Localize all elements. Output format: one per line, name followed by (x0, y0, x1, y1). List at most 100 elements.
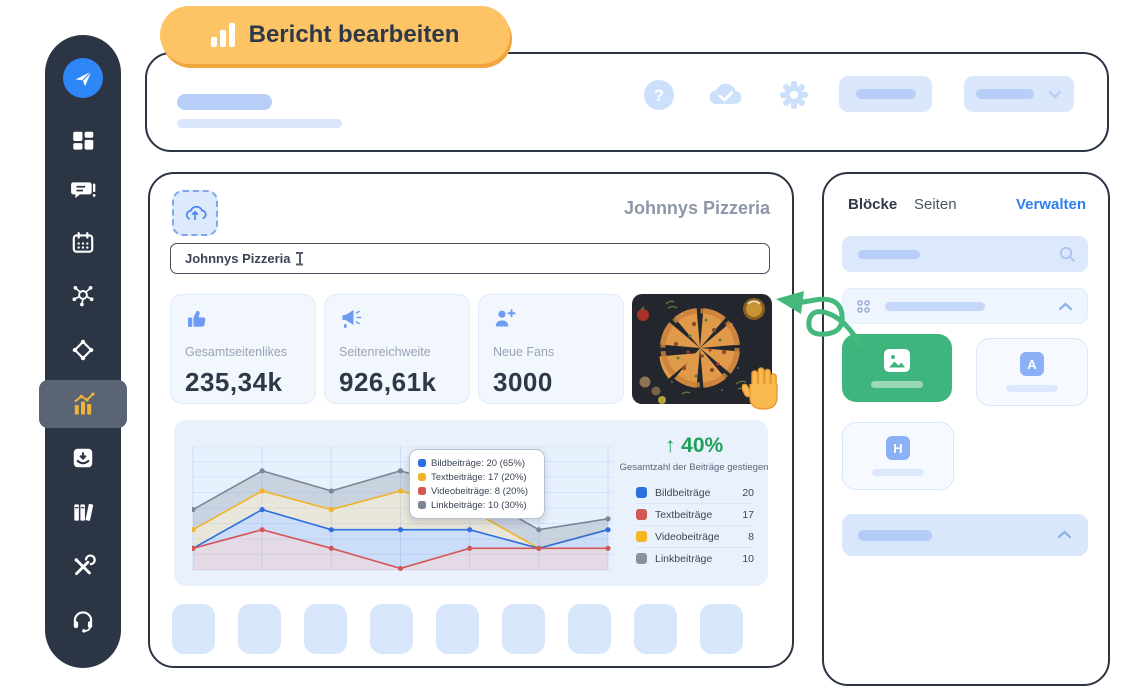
block-group-header[interactable] (842, 288, 1088, 324)
cloud-upload-icon (185, 205, 207, 220)
dropdown-label-placeholder (976, 89, 1034, 99)
heading-block-icon: H (886, 436, 910, 460)
sidebar-item-calendar[interactable] (45, 219, 121, 267)
tools-icon (74, 554, 96, 575)
search-icon (1059, 246, 1075, 262)
thumbnail-placeholder[interactable] (238, 604, 281, 654)
user-plus-icon (495, 309, 516, 327)
sidebar-item-analytics[interactable] (45, 380, 121, 428)
image-block-icon (884, 348, 910, 372)
sidebar-item-tools[interactable] (45, 542, 121, 590)
app-top-bar: ? (145, 52, 1109, 152)
report-canvas: Johnnys Pizzeria Johnnys Pizzeria Gesamt… (148, 172, 794, 668)
legend-row: Linkbeiträge 10 (636, 548, 754, 569)
stat-card-likes[interactable]: Gesamtseitenlikes 235,34k (170, 294, 316, 404)
sidebar-item-comments[interactable] (45, 166, 121, 214)
edit-report-badge: Bericht bearbeiten (160, 6, 510, 64)
megaphone-icon (342, 310, 362, 328)
sidebar-item-home[interactable] (45, 54, 121, 102)
collapsed-group-bar[interactable] (842, 514, 1088, 556)
legend-value: 8 (748, 530, 754, 543)
stat-card-reach[interactable]: Seitenreichweite 926,61k (324, 294, 470, 404)
legend-row: Videobeiträge 8 (636, 526, 754, 548)
edit-report-badge-label: Bericht bearbeiten (248, 21, 460, 48)
chevron-up-icon (1057, 530, 1072, 539)
stat-value: 3000 (493, 367, 553, 397)
tooltip-entry: Videobeiträge: 8 (20%) (431, 485, 528, 497)
sidebar-item-support[interactable] (45, 596, 121, 644)
stat-label: Neue Fans (493, 345, 555, 359)
block-label-placeholder (872, 469, 924, 476)
series-dot (418, 459, 426, 467)
series-dot (418, 501, 426, 509)
upload-image-chip[interactable] (172, 190, 218, 236)
stat-card-new-fans[interactable]: Neue Fans 3000 (478, 294, 624, 404)
thumbnail-placeholder[interactable] (502, 604, 545, 654)
title-placeholder (177, 94, 272, 110)
legend-label: Textbeiträge (655, 508, 713, 521)
page-title: Johnnys Pizzeria (623, 198, 770, 218)
sidebar-item-library[interactable] (45, 488, 121, 536)
block-text[interactable]: A (976, 338, 1088, 406)
pizza-image[interactable] (632, 294, 772, 404)
calendar-icon (72, 231, 94, 253)
cloud-check-icon[interactable] (705, 80, 742, 114)
thumbnail-placeholder[interactable] (634, 604, 677, 654)
tab-blocks[interactable]: Blöcke (848, 196, 898, 213)
thumbnail-placeholder[interactable] (370, 604, 413, 654)
sidebar-item-target[interactable] (45, 326, 121, 374)
manage-link[interactable]: Verwalten (1015, 196, 1086, 213)
library-icon (74, 503, 94, 521)
legend-label: Linkbeiträge (655, 552, 713, 565)
page-thumbnails-row (172, 604, 743, 654)
help-icon[interactable]: ? (642, 78, 676, 112)
posts-chart-block[interactable]: Bildbeiträge: 20 (65%) Textbeiträge: 17 … (174, 420, 768, 586)
thumbnail-placeholder[interactable] (700, 604, 743, 654)
block-label-placeholder (871, 380, 923, 388)
button-label-placeholder (855, 89, 916, 99)
report-name-value: Johnnys Pizzeria (185, 251, 291, 266)
chart-legend: Bildbeiträge 20 Textbeiträge 17 Videobeitr… (636, 482, 754, 569)
analytics-icon (74, 392, 95, 415)
stat-value: 235,34k (185, 367, 283, 397)
target-icon (72, 339, 94, 361)
chevron-down-icon (1048, 90, 1062, 99)
thumbnail-placeholder[interactable] (172, 604, 215, 654)
svg-text:?: ? (654, 86, 664, 105)
sidebar-item-inbox[interactable] (45, 434, 121, 482)
subtitle-placeholder (177, 119, 342, 128)
settings-icon[interactable] (777, 78, 811, 112)
growth-percentage: ↑ 40% (664, 434, 724, 457)
blocks-search-input[interactable] (842, 236, 1088, 272)
block-label-placeholder (1006, 385, 1058, 392)
group-title-placeholder (858, 530, 932, 541)
send-icon (63, 58, 103, 98)
tab-pages[interactable]: Seiten (914, 196, 957, 213)
legend-row: Textbeiträge 17 (636, 504, 754, 526)
block-heading[interactable]: H (842, 422, 954, 490)
block-image-selected[interactable] (842, 334, 952, 402)
pizza-photo-graphic (632, 294, 772, 404)
topbar-dropdown[interactable] (964, 76, 1074, 112)
legend-label: Bildbeiträge (655, 486, 711, 499)
tooltip-entry: Bildbeiträge: 20 (65%) (431, 457, 525, 469)
legend-value: 20 (742, 486, 754, 499)
topbar-button-primary[interactable] (839, 76, 932, 112)
legend-swatch (636, 509, 647, 520)
blocks-panel: Blöcke Seiten Verwalten A (822, 172, 1110, 686)
sidebar-item-network[interactable] (45, 272, 121, 320)
thumbnail-placeholder[interactable] (568, 604, 611, 654)
thumbnail-placeholder[interactable] (436, 604, 479, 654)
posts-area-chart (192, 446, 614, 572)
thumbs-up-icon (188, 310, 206, 327)
tooltip-entry: Textbeiträge: 17 (20%) (431, 471, 527, 483)
thumbnail-placeholder[interactable] (304, 604, 347, 654)
report-name-input[interactable]: Johnnys Pizzeria (170, 243, 770, 274)
sidebar-item-dashboard[interactable] (45, 117, 121, 165)
text-block-icon: A (1020, 352, 1044, 376)
series-dot (418, 473, 426, 481)
growth-caption: Gesamtzahl der Beiträge gestiegen (619, 462, 769, 473)
grid-dots-icon (857, 300, 870, 313)
legend-value: 10 (742, 552, 754, 565)
legend-swatch (636, 531, 647, 542)
